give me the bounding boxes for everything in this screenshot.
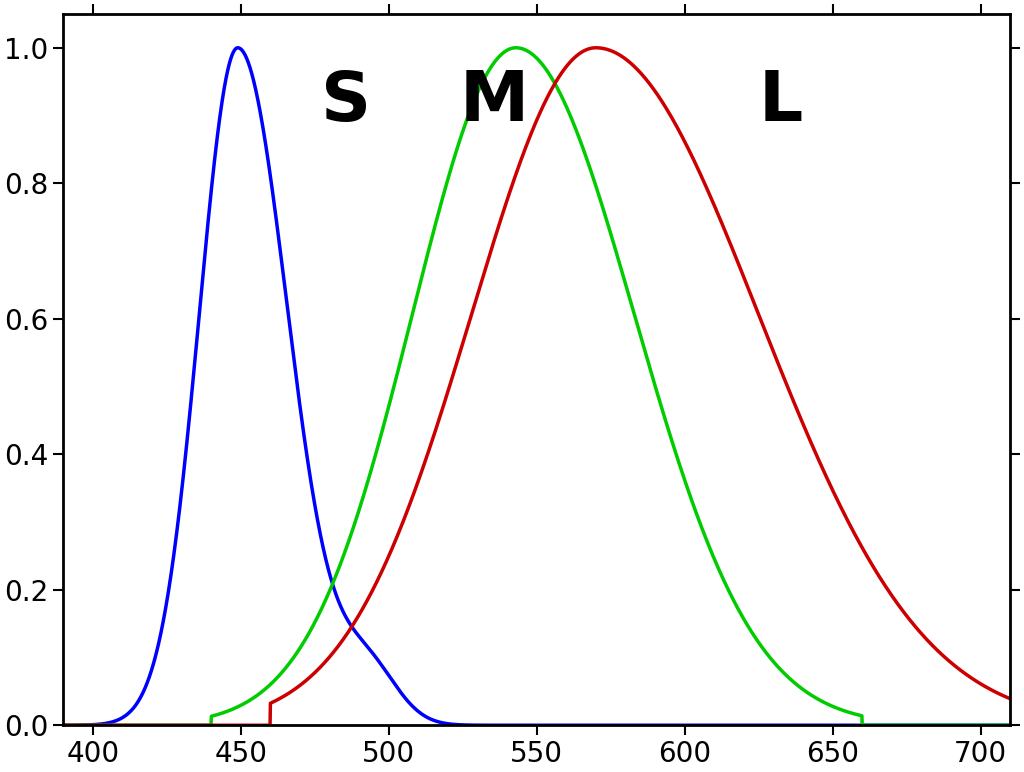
Text: L: L [759, 68, 803, 135]
Text: M: M [460, 68, 528, 135]
Text: S: S [321, 68, 371, 135]
